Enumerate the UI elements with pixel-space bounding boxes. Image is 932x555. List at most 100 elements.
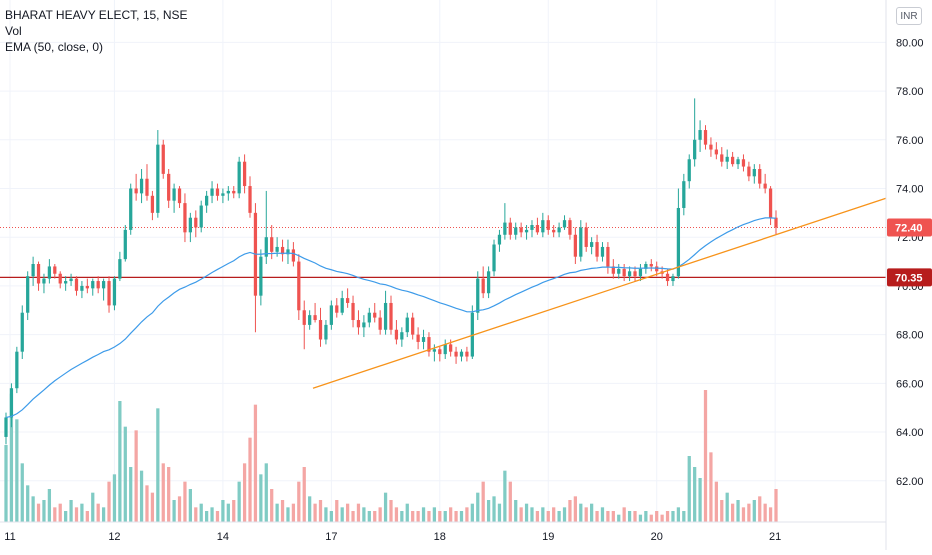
candle-body bbox=[573, 234, 577, 257]
volume-bar bbox=[188, 489, 192, 522]
volume-bar bbox=[411, 511, 415, 522]
y-tick-label: 76.00 bbox=[896, 135, 924, 147]
volume-bar bbox=[345, 503, 350, 522]
volume-bar bbox=[139, 470, 144, 522]
candle-body bbox=[459, 351, 464, 357]
volume-bar bbox=[476, 492, 480, 522]
price-tag-label: 70.35 bbox=[895, 272, 923, 284]
candle-body bbox=[720, 154, 724, 162]
trendline[interactable] bbox=[312, 197, 887, 389]
volume-bar bbox=[530, 507, 534, 522]
candle-body bbox=[36, 264, 41, 284]
volume-bar bbox=[449, 507, 453, 522]
volume-bar bbox=[302, 467, 306, 522]
candle-body bbox=[226, 190, 230, 194]
candle-body bbox=[438, 349, 442, 355]
volume-bar bbox=[275, 503, 279, 522]
candle-body bbox=[351, 302, 355, 321]
candle-body bbox=[465, 351, 469, 357]
candle-body bbox=[600, 246, 605, 257]
candle-body bbox=[552, 229, 556, 233]
volume-bar bbox=[768, 507, 773, 522]
volume-bar bbox=[205, 511, 209, 522]
symbol-title[interactable]: BHARAT HEAVY ELECT, 15, NSE bbox=[5, 8, 188, 22]
candle-body bbox=[378, 317, 382, 330]
volume-bar bbox=[394, 507, 399, 522]
volume-indicator-label[interactable]: Vol bbox=[5, 24, 22, 38]
volume-bar bbox=[590, 503, 594, 522]
candle-body bbox=[768, 188, 773, 218]
candle-body bbox=[703, 130, 708, 145]
candle-body bbox=[286, 249, 290, 255]
volume-bar bbox=[600, 507, 605, 522]
y-tick-label: 66.00 bbox=[896, 378, 924, 390]
volume-bar bbox=[53, 507, 57, 522]
currency-button[interactable]: INR bbox=[896, 7, 922, 25]
volume-bar bbox=[145, 485, 149, 522]
volume-bar bbox=[492, 496, 496, 522]
price-tag-bg bbox=[887, 268, 932, 287]
candle-body bbox=[367, 312, 371, 323]
gridlines bbox=[0, 0, 886, 522]
volume-bar bbox=[150, 492, 155, 522]
candle-body bbox=[383, 302, 388, 330]
candle-body bbox=[167, 173, 171, 201]
candle-body bbox=[4, 417, 8, 437]
volume-bar bbox=[280, 500, 285, 522]
candle-body bbox=[280, 246, 285, 255]
candle-body bbox=[26, 276, 30, 313]
ema-line-path bbox=[5, 217, 777, 419]
x-tick-label: 12 bbox=[108, 531, 120, 543]
candle-body bbox=[714, 149, 718, 155]
volume-bar bbox=[676, 507, 681, 522]
candle-body bbox=[492, 244, 496, 272]
volume-bar bbox=[340, 507, 344, 522]
candle-body bbox=[709, 144, 713, 150]
candle-body bbox=[481, 278, 485, 294]
volume-bar bbox=[508, 481, 512, 522]
volume-bar bbox=[693, 467, 697, 522]
volume-bar bbox=[248, 437, 252, 522]
candle-body bbox=[449, 344, 453, 352]
volume-bar bbox=[682, 511, 686, 522]
volume-bar bbox=[58, 503, 62, 522]
volume-bar bbox=[183, 481, 187, 522]
volume-bar bbox=[552, 507, 556, 522]
candle-body bbox=[335, 305, 339, 313]
volume-bar bbox=[118, 401, 122, 522]
volume-bar bbox=[91, 492, 95, 522]
candle-body bbox=[546, 220, 550, 230]
volume-bar bbox=[497, 503, 502, 522]
volume-bar bbox=[557, 511, 561, 522]
candle-body bbox=[345, 298, 350, 303]
volume-bar bbox=[161, 463, 165, 522]
volume-bar bbox=[698, 478, 702, 522]
volume-bar bbox=[627, 511, 632, 522]
candle-body bbox=[568, 220, 572, 235]
volume-bar bbox=[416, 511, 420, 522]
volume-bar bbox=[503, 470, 507, 522]
volume-bar bbox=[730, 503, 735, 522]
volume-bar bbox=[329, 511, 333, 522]
volume-bar bbox=[335, 500, 339, 522]
ema-line bbox=[5, 217, 777, 419]
x-tick-label: 19 bbox=[542, 531, 554, 543]
x-tick-label: 14 bbox=[217, 531, 229, 543]
volume-bar bbox=[378, 507, 382, 522]
candle-body bbox=[150, 195, 155, 213]
volume-bar bbox=[64, 511, 68, 522]
candle-body bbox=[107, 281, 111, 306]
volume-bar bbox=[514, 500, 518, 522]
volume-bar bbox=[389, 500, 393, 522]
candle-body bbox=[508, 222, 512, 235]
ema-indicator-label[interactable]: EMA (50, close, 0) bbox=[5, 40, 104, 54]
candle-body bbox=[758, 169, 762, 184]
volume-bar bbox=[687, 456, 691, 522]
volume-bar bbox=[465, 507, 469, 522]
volume-bar bbox=[291, 503, 296, 522]
candle-body bbox=[638, 268, 643, 277]
price-tags: 72.40 70.35 bbox=[887, 218, 932, 287]
candle-body bbox=[188, 217, 192, 233]
